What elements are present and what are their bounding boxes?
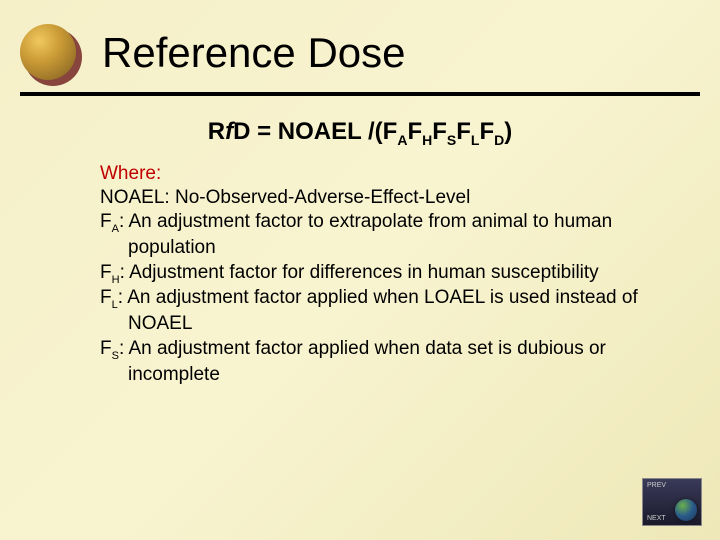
- formula-sub: D: [494, 132, 504, 148]
- nav-prev-label[interactable]: PREV: [647, 482, 697, 489]
- definitions-block: Where: NOAEL: No-Observed-Adverse-Effect…: [0, 162, 720, 387]
- definition-line: FA: An adjustment factor to extrapolate …: [100, 210, 672, 260]
- formula-part: F: [432, 118, 447, 145]
- formula-sub: A: [397, 132, 407, 148]
- formula-part: F: [479, 118, 494, 145]
- definition-text: : Adjustment factor for differences in h…: [120, 262, 599, 283]
- formula-part: D = NOAEL /(F: [233, 118, 397, 145]
- page-title: Reference Dose: [102, 29, 406, 77]
- definition-text: : An adjustment factor applied when LOAE…: [118, 287, 638, 334]
- header-row: Reference Dose: [0, 0, 720, 84]
- definition-term: F: [100, 338, 112, 359]
- definition-line: FL: An adjustment factor applied when LO…: [100, 286, 672, 336]
- where-label: Where:: [100, 162, 672, 186]
- globe-icon: [675, 499, 697, 521]
- definition-term: F: [100, 211, 112, 232]
- formula-line: RfD = NOAEL /(FAFHFSFLFD): [0, 118, 720, 148]
- formula-part: R: [208, 118, 225, 145]
- definition-term: F: [100, 262, 112, 283]
- formula-sub: S: [447, 132, 456, 148]
- nav-widget[interactable]: PREV NEXT: [642, 478, 702, 526]
- definition-subscript: A: [112, 223, 119, 235]
- definition-line: FH: Adjustment factor for differences in…: [100, 261, 672, 287]
- logo-bullet-icon: [18, 22, 80, 84]
- title-divider: [20, 92, 700, 96]
- definition-text: : An adjustment factor to extrapolate fr…: [119, 211, 612, 258]
- formula-part: ): [504, 118, 512, 145]
- definition-line: NOAEL: No-Observed-Adverse-Effect-Level: [100, 186, 672, 210]
- formula-part: F: [407, 118, 422, 145]
- formula-part: F: [456, 118, 471, 145]
- definition-subscript: H: [112, 273, 120, 285]
- definition-subscript: S: [112, 349, 119, 361]
- definition-term: NOAEL: [100, 187, 164, 208]
- definition-text: : No-Observed-Adverse-Effect-Level: [164, 187, 470, 208]
- definition-term: F: [100, 287, 112, 308]
- definition-line: FS: An adjustment factor applied when da…: [100, 337, 672, 387]
- definition-text: : An adjustment factor applied when data…: [119, 338, 606, 385]
- formula-sub: H: [422, 132, 432, 148]
- formula-italic-f: f: [225, 118, 233, 145]
